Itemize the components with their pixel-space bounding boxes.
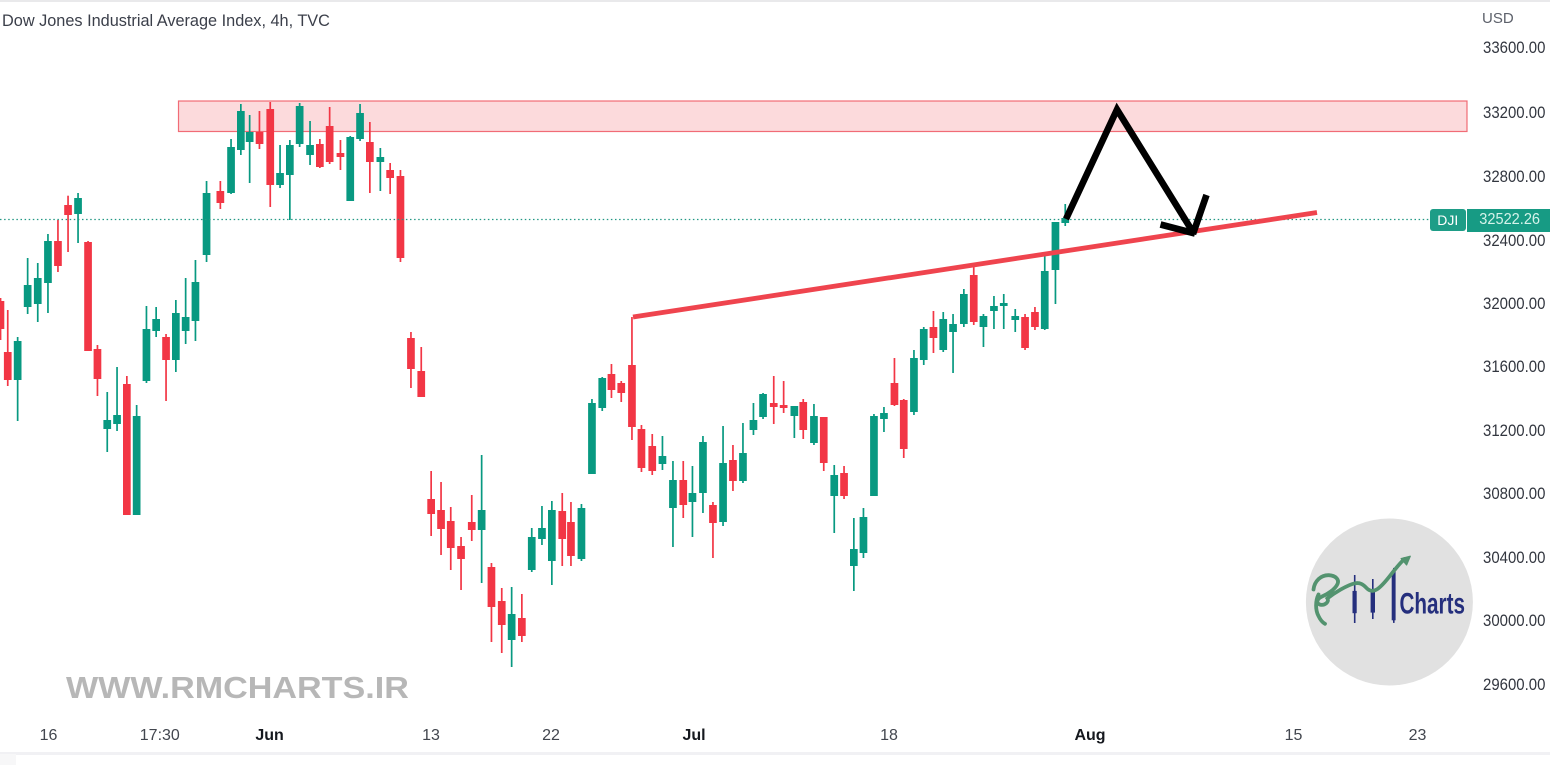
svg-text:Charts: Charts	[1400, 587, 1466, 620]
